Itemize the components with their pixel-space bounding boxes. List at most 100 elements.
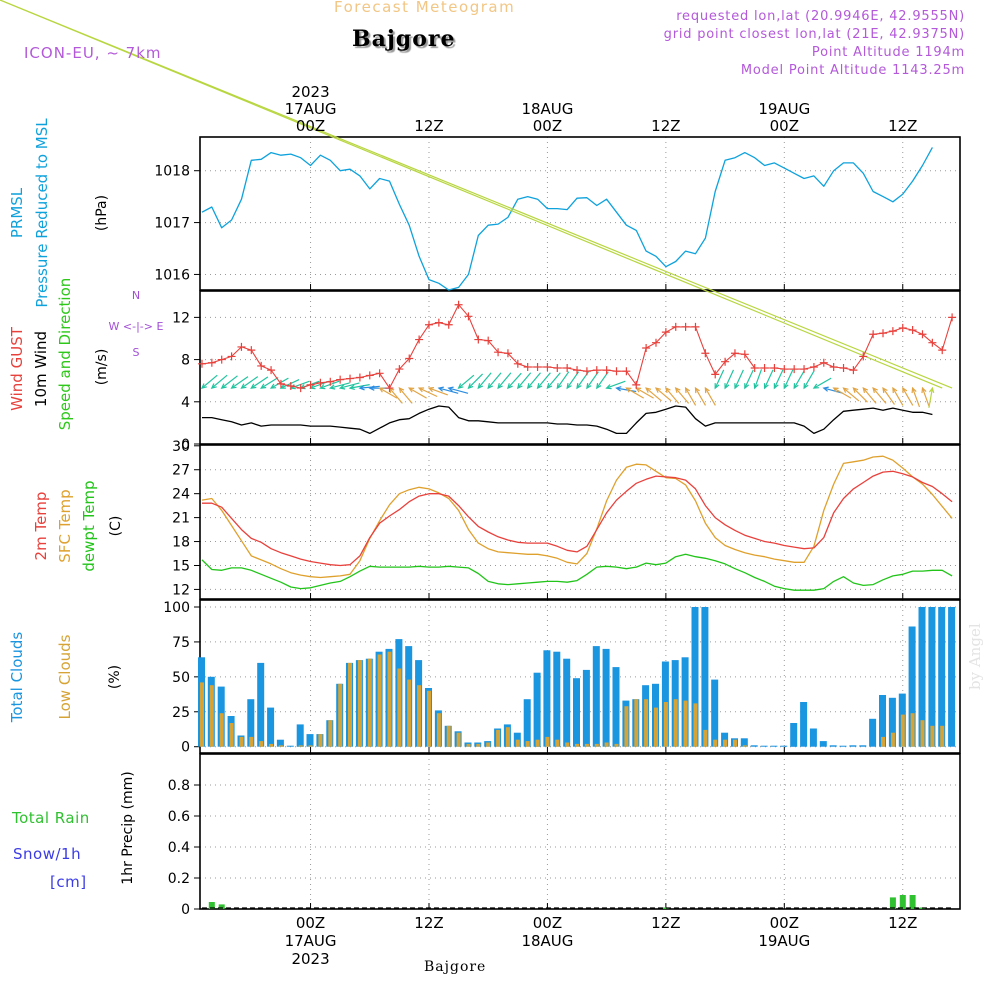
wind-arrow-head bbox=[566, 383, 572, 390]
total-cloud-bar bbox=[918, 607, 926, 747]
wind-arrow-head bbox=[783, 383, 789, 390]
wind-arrow bbox=[260, 376, 279, 389]
rain-bar bbox=[909, 895, 916, 909]
wind-arrow bbox=[635, 387, 654, 399]
total-cloud-bar bbox=[711, 679, 719, 747]
top-time-label: 17AUG bbox=[285, 100, 337, 118]
gust-marker bbox=[415, 335, 424, 344]
wind-arrow-head bbox=[368, 385, 375, 391]
gust-marker bbox=[869, 330, 878, 339]
wind-direction-arrows bbox=[0, 0, 953, 408]
low-cloud-bar bbox=[614, 743, 619, 747]
wind-arrow-head bbox=[654, 387, 661, 393]
wind-arrow bbox=[665, 387, 680, 404]
rain-bar bbox=[662, 907, 669, 909]
top-time-label: 18AUG bbox=[521, 100, 573, 118]
gust-marker bbox=[523, 362, 532, 371]
wind-arrow bbox=[921, 387, 930, 408]
wind-arrow bbox=[349, 384, 370, 389]
temp-unit-label: (C) bbox=[108, 516, 124, 537]
gust-marker bbox=[701, 349, 710, 358]
clouds-ytick-label: 25 bbox=[172, 705, 190, 721]
pressure-unit-label: (hPa) bbox=[94, 195, 110, 231]
wind-arrow-head bbox=[240, 383, 247, 389]
precip-ytick-label: 0.4 bbox=[168, 840, 190, 856]
wind-speed-line bbox=[202, 405, 933, 435]
low-cloud-bar bbox=[456, 732, 461, 747]
wind-arrow-head bbox=[763, 383, 769, 390]
wind-arrow-head bbox=[928, 386, 935, 394]
wind-arrow-head bbox=[803, 383, 809, 390]
point-altitude: Point Altitude 1194m bbox=[811, 45, 965, 60]
total-cloud-bar bbox=[859, 745, 867, 747]
gust-marker bbox=[730, 349, 739, 358]
wind-arrow bbox=[507, 372, 522, 389]
wind-arrow-head bbox=[269, 383, 277, 389]
low-cloud-bar bbox=[644, 699, 649, 747]
wind-arrow-head bbox=[665, 387, 671, 394]
wind-arrow bbox=[250, 376, 269, 389]
gust-marker bbox=[533, 362, 542, 371]
total-cloud-bar bbox=[869, 718, 877, 747]
model-altitude: Model Point Altitude 1143.25m bbox=[740, 63, 965, 78]
gust-marker bbox=[661, 328, 670, 337]
gust-marker bbox=[859, 352, 868, 361]
gust-marker bbox=[879, 329, 888, 338]
wind-arrow bbox=[675, 387, 690, 404]
gust-marker bbox=[800, 365, 809, 374]
wind-arrow-head bbox=[348, 384, 355, 390]
temp-2m-label: 2m Temp bbox=[32, 492, 50, 561]
low-cloud-bar bbox=[723, 739, 728, 747]
gust-marker bbox=[642, 343, 651, 352]
wind-arrow-head bbox=[200, 383, 207, 390]
low-cloud-bar bbox=[604, 742, 609, 747]
wind-arrow-head bbox=[911, 386, 917, 394]
wind-arrow-head bbox=[892, 386, 898, 394]
precip-panel: 0 0.2 0.4 0.6 0.8 bbox=[168, 753, 961, 918]
gust-marker bbox=[681, 322, 690, 331]
gust-marker bbox=[582, 367, 591, 376]
wind-frame bbox=[199, 290, 961, 445]
pressure-ytick-label: 1016 bbox=[154, 267, 190, 283]
gust-marker bbox=[464, 312, 473, 321]
wind-arrow-head bbox=[724, 383, 730, 390]
gust-marker bbox=[829, 362, 838, 371]
total-cloud-bar bbox=[888, 697, 896, 747]
gust-marker bbox=[849, 366, 858, 375]
low-cloud-bar bbox=[219, 713, 224, 747]
wind-arrow-head bbox=[398, 387, 405, 394]
bottom-time-label: 19AUG bbox=[758, 932, 810, 950]
wind-arrow bbox=[694, 387, 707, 406]
wind-arrow-head bbox=[586, 383, 592, 390]
wind-arrow-head bbox=[378, 387, 385, 393]
low-cloud-bar bbox=[298, 745, 303, 747]
wind-arrow bbox=[793, 370, 805, 389]
wind-arrow bbox=[497, 372, 512, 389]
wind-arrow bbox=[734, 369, 744, 389]
wind-arrow-head bbox=[467, 383, 474, 390]
wind-arrow bbox=[912, 387, 921, 408]
gust-marker bbox=[543, 362, 552, 371]
gust-marker bbox=[780, 365, 789, 374]
low-cloud-bar bbox=[584, 743, 589, 747]
dewpt-line bbox=[201, 553, 953, 591]
temperature-panel: 12 15 18 21 24 27 30 bbox=[172, 439, 961, 600]
temperature-ytick-label: 27 bbox=[172, 463, 190, 479]
gust-marker bbox=[740, 350, 749, 359]
bottom-time-label: 12Z bbox=[414, 914, 443, 932]
wind-arrow-head bbox=[921, 386, 927, 394]
gust-marker bbox=[306, 380, 315, 389]
wind-arrow-head bbox=[882, 386, 888, 394]
wind-arrow bbox=[408, 387, 427, 399]
location-title: Bajgore bbox=[352, 26, 456, 52]
gust-marker bbox=[602, 366, 611, 375]
total-cloud-bar bbox=[908, 626, 916, 747]
rain-bar bbox=[218, 904, 225, 909]
gust-marker bbox=[355, 373, 364, 382]
dewpt-label: dewpt Temp bbox=[80, 480, 98, 571]
low-cloud-bar bbox=[367, 658, 372, 747]
wind-arrow-head bbox=[338, 384, 346, 390]
gust-marker bbox=[434, 318, 443, 327]
wind-arrow bbox=[823, 387, 844, 394]
